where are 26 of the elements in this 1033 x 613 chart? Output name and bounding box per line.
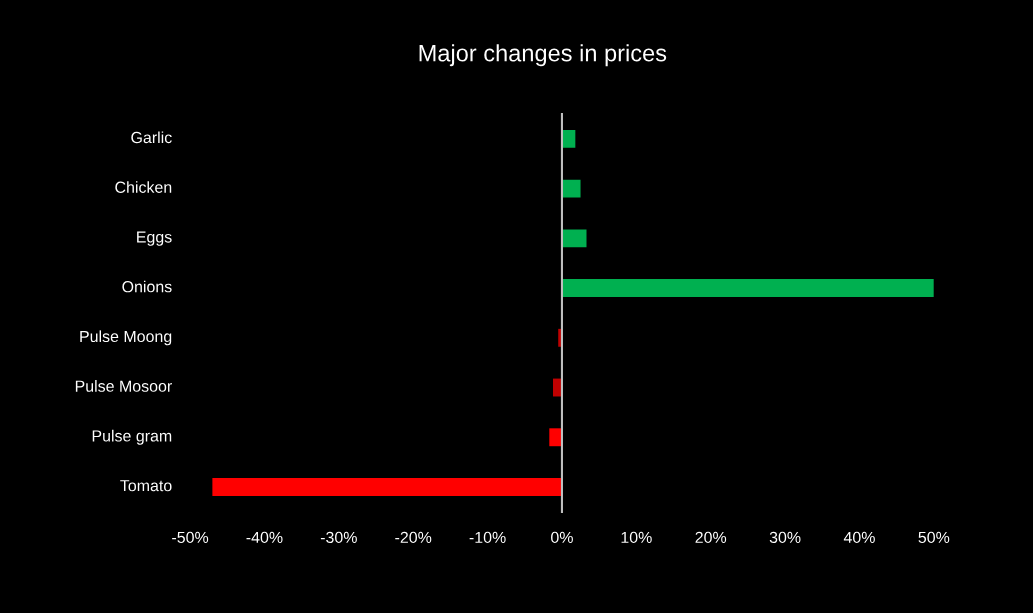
y-tick-label: Pulse Mosoor [75, 380, 172, 392]
bar [561, 129, 576, 148]
x-tick-label: 50% [918, 531, 950, 544]
bar [212, 478, 562, 496]
y-tick-label: Tomato [120, 480, 172, 492]
y-tick-label: Onions [122, 280, 172, 293]
x-tick-label: -10% [469, 531, 506, 544]
x-tick-label: 30% [769, 531, 801, 544]
bar [561, 229, 587, 248]
y-tick-label: Chicken [115, 181, 172, 193]
x-tick-label: 20% [695, 531, 727, 544]
y-tick-label: Eggs [137, 231, 172, 246]
x-tick-label: -40% [246, 531, 283, 544]
x-tick-label: -50% [172, 531, 209, 544]
chart-title: Major changes in prices [419, 44, 667, 67]
x-tick-label: 10% [621, 531, 652, 544]
x-tick-label: -20% [395, 531, 432, 544]
x-tick-label: 0% [551, 531, 573, 544]
x-tick-label: 40% [843, 531, 875, 544]
y-tick-label: Garlic [131, 131, 172, 144]
y-tick-label: Pulse gram [92, 429, 172, 445]
bar [561, 279, 934, 298]
bar [561, 179, 581, 198]
x-tick-label: -30% [320, 531, 357, 544]
y-tick-label: Pulse Moong [80, 330, 172, 346]
bar [549, 428, 562, 447]
